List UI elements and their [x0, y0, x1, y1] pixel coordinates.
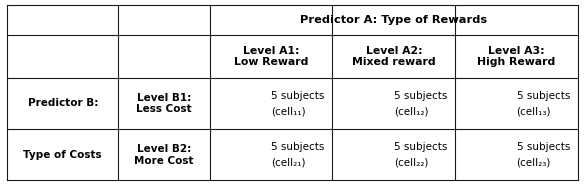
- Text: Type of Costs: Type of Costs: [23, 150, 102, 160]
- Text: Predictor B:: Predictor B:: [27, 98, 98, 108]
- Text: (cell₂₃): (cell₂₃): [517, 158, 551, 168]
- Text: Level A1:
Low Reward: Level A1: Low Reward: [234, 46, 308, 67]
- Text: (cell₂₁): (cell₂₁): [271, 158, 305, 168]
- Text: Level B2:
More Cost: Level B2: More Cost: [135, 144, 194, 166]
- Text: 5 subjects: 5 subjects: [271, 91, 325, 101]
- Text: Level A2:
Mixed reward: Level A2: Mixed reward: [352, 46, 436, 67]
- Text: (cell₁₃): (cell₁₃): [517, 106, 551, 116]
- Text: Level A3:
High Reward: Level A3: High Reward: [477, 46, 556, 67]
- Text: (cell₁₂): (cell₁₂): [394, 106, 428, 116]
- Text: Level B1:
Less Cost: Level B1: Less Cost: [136, 93, 192, 114]
- Text: 5 subjects: 5 subjects: [394, 142, 447, 152]
- Text: 5 subjects: 5 subjects: [517, 91, 570, 101]
- Text: Predictor A: Type of Rewards: Predictor A: Type of Rewards: [300, 15, 487, 25]
- Text: 5 subjects: 5 subjects: [517, 142, 570, 152]
- Text: (cell₁₁): (cell₁₁): [271, 106, 306, 116]
- Text: 5 subjects: 5 subjects: [394, 91, 447, 101]
- Text: (cell₂₂): (cell₂₂): [394, 158, 428, 168]
- Text: 5 subjects: 5 subjects: [271, 142, 325, 152]
